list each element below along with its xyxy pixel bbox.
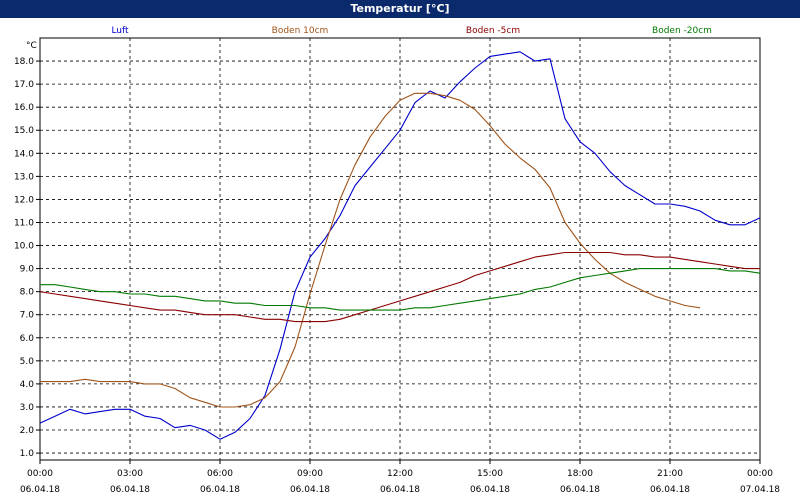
y-tick-label: 15.0 <box>14 126 34 136</box>
x-tick-date: 06.04.18 <box>380 485 420 495</box>
y-tick-label: 18.0 <box>14 57 34 67</box>
grid <box>40 38 760 460</box>
x-tick-date: 07.04.18 <box>740 485 780 495</box>
series-lines <box>39 51 761 440</box>
y-axis-unit: °C <box>26 41 37 51</box>
chart-title: Temperatur [°C] <box>0 0 800 18</box>
y-tick-label: 13.0 <box>14 172 34 182</box>
y-tick-label: 9.0 <box>20 265 35 275</box>
y-tick-label: 16.0 <box>14 103 34 113</box>
x-tick-time: 12:00 <box>387 469 413 479</box>
y-tick-label: 3.0 <box>20 403 35 413</box>
x-tick-time: 00:00 <box>747 469 773 479</box>
legend-boden-10cm: Boden 10cm <box>271 26 329 36</box>
x-tick-date: 06.04.18 <box>110 485 150 495</box>
y-tick-label: 14.0 <box>14 149 34 159</box>
x-tick-date: 06.04.18 <box>200 485 240 495</box>
y-tick-label: 8.0 <box>20 288 35 298</box>
x-tick-date: 06.04.18 <box>650 485 690 495</box>
x-tick-time: 09:00 <box>297 469 323 479</box>
x-tick-date: 06.04.18 <box>20 485 60 495</box>
y-tick-label: 1.0 <box>20 449 35 459</box>
x-tick-time: 18:00 <box>567 469 593 479</box>
y-tick-label: 6.0 <box>20 334 35 344</box>
x-tick-date: 06.04.18 <box>470 485 510 495</box>
tick-labels: 1.0 2.0 3.0 4.0 5.0 6.0 7.0 8.0 9.0 10.0 11.0 12.0 1… <box>14 57 780 495</box>
x-tick-time: 06:00 <box>207 469 233 479</box>
x-tick-date: 06.04.18 <box>560 485 600 495</box>
series-line-boden-10cm <box>40 92 701 408</box>
axes <box>36 37 761 464</box>
series-line-boden-5cm <box>39 251 760 323</box>
legend-boden-minus20cm: Boden -20cm <box>652 26 712 36</box>
y-tick-label: 5.0 <box>20 357 35 367</box>
x-tick-time: 15:00 <box>477 469 503 479</box>
y-tick-label: 7.0 <box>20 311 35 321</box>
legend-luft: Luft <box>111 26 129 36</box>
x-tick-time: 21:00 <box>657 469 683 479</box>
x-tick-time: 03:00 <box>117 469 143 479</box>
series-line-luft <box>39 51 761 440</box>
x-tick-date: 06.04.18 <box>290 485 330 495</box>
legend-boden-minus5cm: Boden -5cm <box>465 26 521 36</box>
y-tick-label: 4.0 <box>20 380 35 390</box>
y-tick-label: 2.0 <box>20 426 35 436</box>
y-tick-label: 10.0 <box>14 242 34 252</box>
y-tick-label: 17.0 <box>14 80 34 90</box>
y-tick-label: 12.0 <box>14 195 34 205</box>
x-tick-time: 00:00 <box>27 469 53 479</box>
series-line-boden-20cm <box>40 268 761 311</box>
y-tick-label: 11.0 <box>14 218 34 228</box>
plot-area-border <box>39 37 761 461</box>
